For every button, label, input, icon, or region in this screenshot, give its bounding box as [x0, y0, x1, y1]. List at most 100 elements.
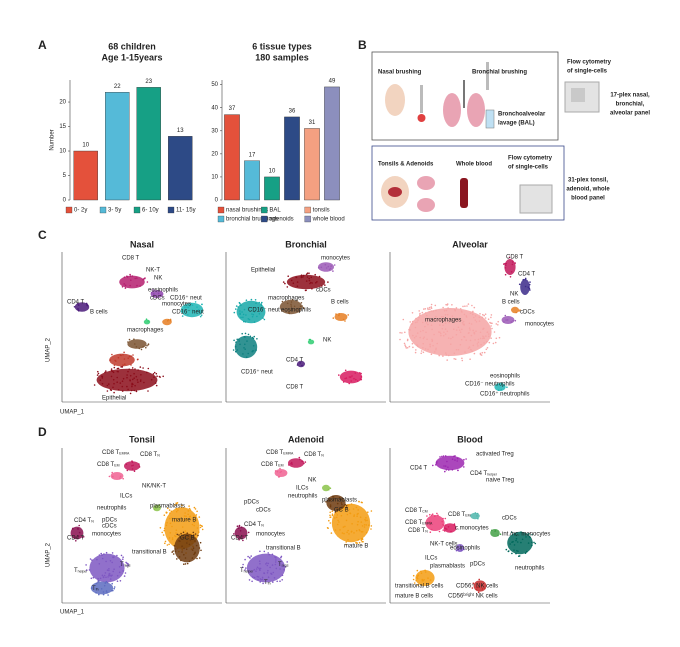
cluster-core	[236, 300, 266, 324]
cell-dot	[338, 496, 341, 499]
cell-dot	[444, 322, 447, 324]
cell-dot	[199, 315, 202, 318]
value-label: 23	[145, 79, 152, 85]
cell-dot	[121, 390, 124, 392]
bar	[224, 114, 240, 201]
cell-dot	[353, 514, 356, 516]
cell-dot	[447, 466, 449, 469]
cell-dot	[417, 345, 419, 348]
cell-dot	[101, 554, 103, 556]
cluster	[279, 298, 305, 315]
cell-dot	[85, 569, 88, 571]
cluster-core	[443, 523, 457, 533]
cell-dot	[431, 528, 433, 531]
cell-dot	[129, 374, 132, 377]
cell-dot	[445, 469, 448, 471]
cell-dot	[360, 538, 363, 540]
cell-dot	[117, 370, 119, 373]
label-subscript: N	[321, 453, 324, 457]
cell-dot	[155, 384, 158, 387]
cell-dot	[187, 510, 190, 512]
bar	[168, 136, 193, 201]
cell-dot	[286, 302, 289, 305]
cluster-core	[470, 512, 480, 520]
cell-dot	[130, 279, 132, 282]
cell-dot	[403, 342, 406, 345]
cell-dot	[196, 557, 198, 560]
cell-dot	[412, 574, 415, 577]
cell-dot	[347, 314, 350, 316]
cell-dot	[123, 283, 125, 285]
cell-dot	[102, 591, 105, 593]
label-subscript: EM	[278, 463, 283, 467]
label: Whole blood	[456, 162, 492, 168]
cell-dot	[469, 339, 472, 342]
cell-dot	[152, 289, 154, 291]
cluster-label: CD8 TN	[304, 452, 324, 458]
label: bronchial,	[616, 102, 645, 108]
cell-dot	[235, 308, 237, 310]
cell-dot	[341, 532, 344, 534]
cell-dot	[453, 358, 456, 360]
cell-dot	[524, 552, 527, 554]
cell-dot	[100, 552, 102, 555]
cluster-label: CD4 T	[410, 466, 428, 472]
cell-dot	[515, 311, 517, 314]
cell-dot	[121, 380, 124, 383]
cell-dot	[411, 320, 414, 323]
cell-dot	[150, 378, 153, 381]
cell-dot	[476, 343, 479, 345]
cell-dot	[347, 539, 349, 541]
cell-dot	[505, 262, 508, 265]
cluster	[153, 504, 161, 512]
cell-dot	[124, 284, 127, 287]
cell-dot	[86, 304, 89, 307]
cell-dot	[136, 284, 138, 287]
cell-dot	[420, 350, 423, 352]
cell-dot	[122, 354, 124, 356]
cell-dot	[110, 389, 113, 392]
cluster-label: CD8 TEMRA	[266, 450, 294, 456]
cell-dot	[186, 532, 189, 534]
cell-dot	[184, 557, 187, 559]
cell-dot	[435, 347, 437, 350]
cell-dot	[336, 514, 339, 516]
cell-dot	[511, 541, 513, 543]
cell-dot	[338, 313, 341, 315]
cell-dot	[137, 381, 139, 384]
cell-dot	[330, 532, 333, 534]
value-label: 10	[82, 143, 89, 149]
cell-dot	[253, 311, 256, 313]
cluster-label: eosinophils	[148, 288, 178, 294]
cell-dot	[260, 303, 263, 305]
cell-dot	[424, 569, 426, 572]
y-tick-label: 5	[63, 173, 67, 179]
cell-dot	[131, 468, 134, 470]
cell-dot	[240, 316, 242, 319]
cell-dot	[110, 368, 113, 370]
cluster-label: CD8 TN	[408, 528, 428, 534]
cell-dot	[463, 313, 466, 316]
cell-dot	[244, 343, 246, 346]
cell-dot	[138, 466, 141, 468]
cell-dot	[124, 287, 127, 289]
cell-dot	[442, 517, 444, 520]
cell-dot	[423, 579, 425, 581]
cell-dot	[129, 275, 132, 278]
cell-dot	[290, 462, 292, 465]
cell-dot	[239, 312, 241, 315]
cell-dot	[124, 363, 126, 366]
cell-dot	[132, 378, 134, 381]
cell-dot	[188, 543, 191, 546]
cell-dot	[334, 529, 337, 531]
cell-dot	[423, 308, 425, 310]
cell-dot	[419, 314, 421, 316]
label: Bronchial brushing	[472, 70, 527, 76]
y-tick-label: 40	[211, 105, 218, 111]
label-text: CD8 T	[405, 520, 423, 526]
cell-dot	[417, 574, 420, 576]
cell-dot	[281, 574, 284, 577]
cell-dot	[299, 362, 302, 364]
cluster	[233, 524, 250, 542]
